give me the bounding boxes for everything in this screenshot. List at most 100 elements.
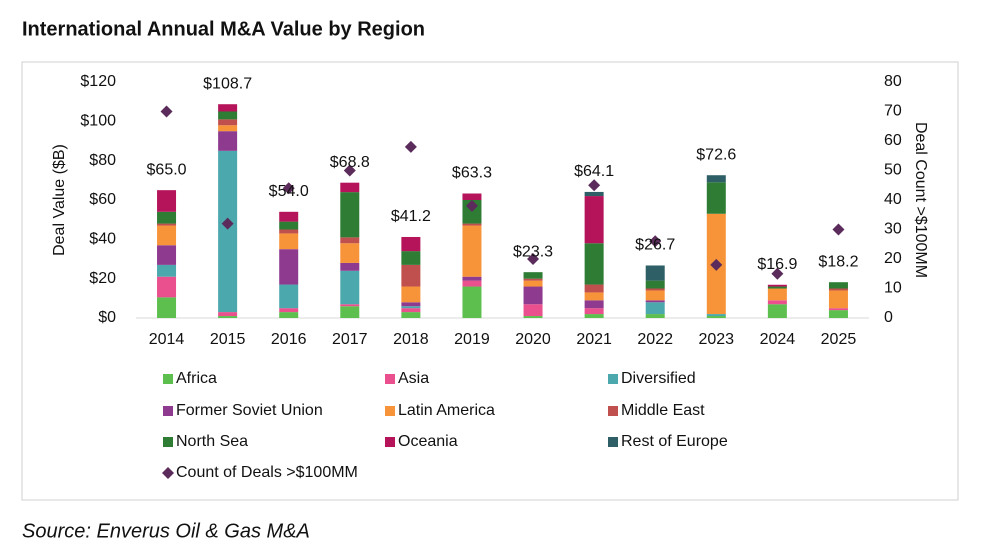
bar-segment — [462, 286, 482, 318]
bar-segment — [401, 306, 421, 309]
bar-segment — [584, 284, 604, 293]
bar-segment — [462, 276, 482, 281]
bar-segment — [645, 314, 665, 318]
bar-segment — [706, 316, 726, 318]
legend-label: Latin America — [398, 402, 495, 419]
bar-segment — [157, 211, 177, 224]
total-label: $72.6 — [696, 146, 736, 163]
bar-segment — [645, 300, 665, 303]
bar-segment — [279, 284, 299, 309]
count-marker — [465, 199, 478, 212]
legend-swatch — [608, 374, 618, 384]
total-label: $41.2 — [391, 208, 431, 225]
bar-segment — [157, 225, 177, 246]
x-tick-label: 2023 — [698, 331, 734, 348]
bar-segment — [157, 245, 177, 265]
total-label: $18.2 — [818, 253, 858, 270]
bar-segment — [340, 306, 360, 318]
bar-segment — [401, 308, 421, 313]
x-tick-label: 2021 — [576, 331, 612, 348]
count-marker — [771, 267, 784, 280]
bar-segment — [462, 280, 482, 287]
total-label: $64.1 — [574, 163, 614, 180]
bar-segment — [523, 316, 543, 318]
bar-segment — [340, 237, 360, 244]
count-marker — [404, 140, 417, 153]
bar-segment — [401, 302, 421, 307]
count-marker — [832, 223, 845, 236]
bar-segment — [706, 182, 726, 214]
y-tick-label: $60 — [89, 191, 116, 208]
bar-segment — [706, 175, 726, 183]
total-label: $26.7 — [635, 237, 675, 254]
bar-segment — [157, 276, 177, 298]
bar-segment — [462, 223, 482, 226]
bar-segment — [523, 280, 543, 287]
bar-segment — [645, 302, 665, 315]
legend-swatch — [608, 406, 618, 416]
bar-segment — [523, 304, 543, 317]
x-tick-label: 2018 — [393, 331, 429, 348]
bar-segment — [767, 284, 787, 287]
source-note: Source: Enverus Oil & Gas M&A — [22, 520, 310, 542]
bar-segment — [767, 300, 787, 305]
bar-segment — [767, 286, 787, 289]
bar-segment — [218, 119, 238, 126]
chart-frame — [21, 61, 959, 501]
count-marker — [282, 182, 295, 195]
bar-segment — [157, 190, 177, 212]
chart-title: International Annual M&A Value by Region — [22, 18, 425, 40]
bar-segment — [645, 290, 665, 301]
total-label: $65.0 — [147, 161, 187, 178]
total-label: $54.0 — [269, 183, 309, 200]
bar-segment — [584, 308, 604, 315]
bar-segment — [279, 221, 299, 230]
x-tick-label: 2016 — [271, 331, 307, 348]
total-label: $23.3 — [513, 243, 553, 260]
bar-segment — [401, 264, 421, 287]
count-marker — [649, 235, 662, 248]
bar-segment — [340, 243, 360, 263]
count-marker — [710, 258, 723, 271]
bar-segment — [218, 316, 238, 318]
legend-swatch — [385, 437, 395, 447]
bar-segment — [279, 211, 299, 222]
legend-swatch — [163, 406, 173, 416]
bar-segment — [828, 290, 848, 309]
legend-swatch — [608, 437, 618, 447]
count-marker — [343, 164, 356, 177]
y-tick-label: $0 — [98, 309, 116, 326]
bar-segment — [218, 125, 238, 132]
bar-segment — [401, 236, 421, 252]
bar-segment — [218, 131, 238, 151]
bar-segment — [462, 193, 482, 200]
bar-segment — [584, 196, 604, 244]
bar-segment — [584, 300, 604, 309]
x-tick-label: 2024 — [760, 331, 796, 348]
bar-segment — [279, 249, 299, 285]
legend-label: Former Soviet Union — [176, 402, 323, 419]
total-label: $63.3 — [452, 165, 492, 182]
bar-segment — [279, 312, 299, 318]
x-tick-label: 2017 — [332, 331, 368, 348]
count-marker — [527, 253, 540, 265]
total-label: $16.9 — [757, 256, 797, 273]
bar-segment — [828, 282, 848, 289]
bar-segment — [279, 233, 299, 250]
y-tick-label: $40 — [89, 231, 116, 248]
bar-segment — [828, 288, 848, 291]
bar-segment — [584, 243, 604, 285]
bar-segment — [401, 251, 421, 265]
bar-segment — [218, 111, 238, 120]
bar-segment — [157, 264, 177, 277]
bar-segment — [340, 304, 360, 307]
x-tick-label: 2020 — [515, 331, 551, 348]
x-tick-label: 2019 — [454, 331, 490, 348]
count-marker — [588, 179, 601, 192]
y2-tick-label: 40 — [884, 191, 902, 208]
legend-label: Middle East — [621, 402, 705, 419]
bar-segment — [645, 265, 665, 281]
bar-segment — [523, 278, 543, 281]
bar-segment — [401, 286, 421, 303]
legend-swatch — [163, 437, 173, 447]
